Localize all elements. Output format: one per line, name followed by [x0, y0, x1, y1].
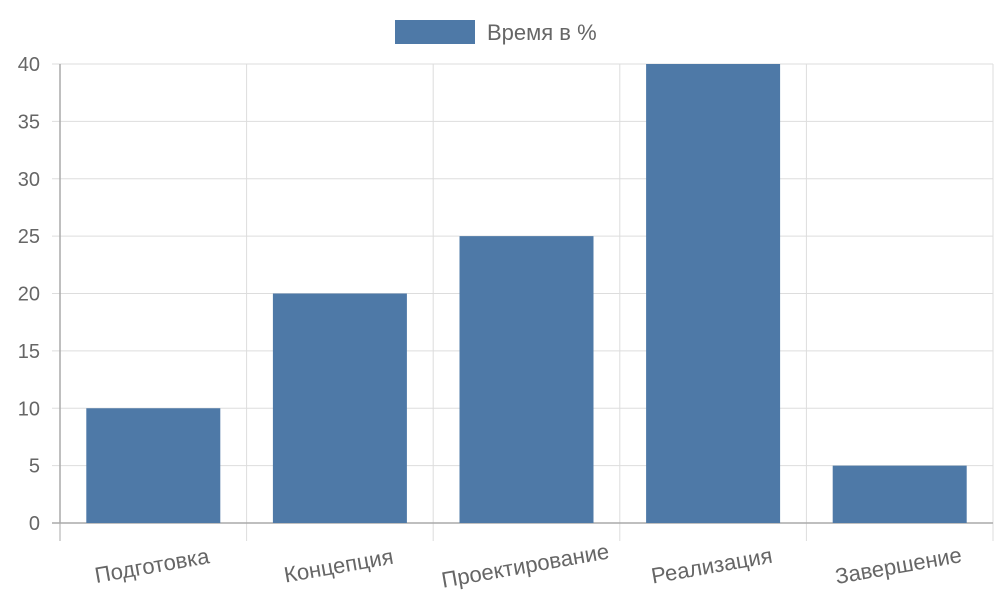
y-tick-label: 30	[18, 169, 40, 191]
y-tick-label: 5	[29, 456, 40, 478]
bar-1	[86, 408, 221, 523]
y-tick-label: 25	[18, 226, 40, 248]
y-tick-label: 20	[18, 284, 40, 306]
x-tick-label: Подготовка	[93, 543, 212, 588]
bars	[86, 64, 967, 523]
y-tick-label: 15	[18, 341, 40, 363]
bar-3	[459, 236, 594, 523]
bar-5	[832, 465, 967, 523]
x-tick-labels: Подготовка Концепция Проектирование Реализа…	[93, 539, 964, 593]
x-tick-label: Концепция	[282, 544, 395, 588]
y-tick-labels: 0 5 10 15 20 25 30 35 40	[18, 54, 40, 535]
x-tick-label: Реализация	[649, 543, 774, 589]
legend-label: Время в %	[487, 20, 597, 45]
legend-swatch	[395, 20, 475, 44]
y-tick-label: 40	[18, 54, 40, 76]
y-tick-label: 35	[18, 111, 40, 133]
x-tick-label: Проектирование	[440, 539, 611, 593]
x-tick-label: Завершение	[833, 542, 963, 589]
bar-2	[272, 293, 407, 523]
bar-4	[646, 64, 781, 523]
legend: Время в %	[395, 20, 597, 45]
y-tick-label: 10	[18, 398, 40, 420]
y-tick-label: 0	[29, 513, 40, 535]
